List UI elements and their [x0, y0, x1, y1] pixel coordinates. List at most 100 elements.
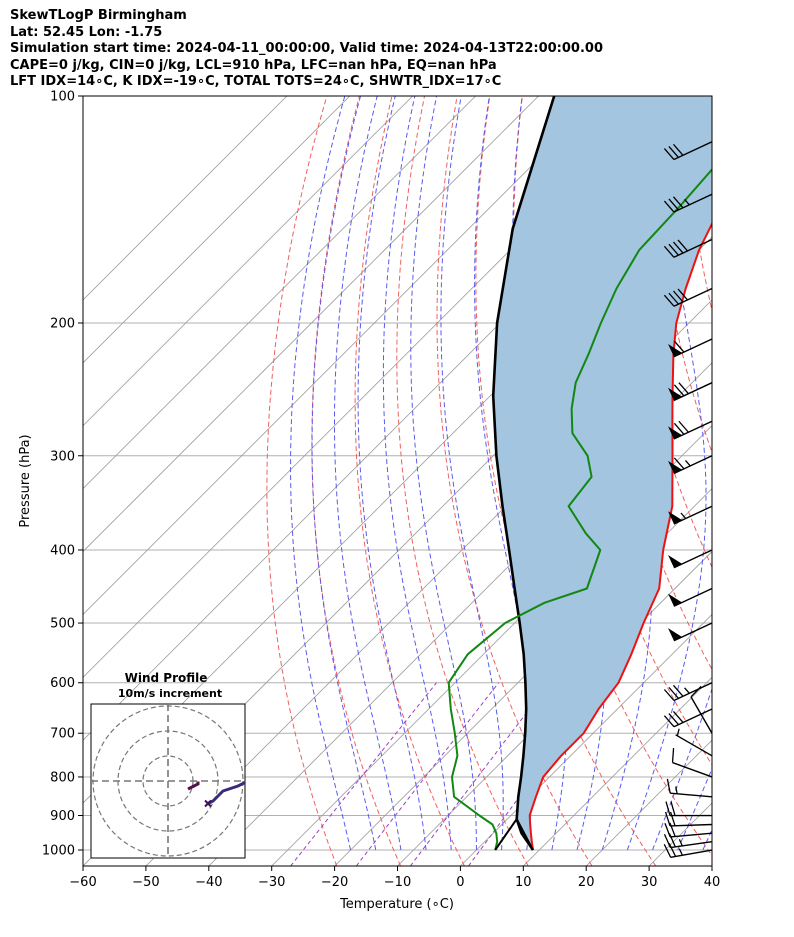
wind-barbs: [663, 141, 713, 859]
barb-flag: [663, 148, 675, 160]
barb-flag: [666, 778, 671, 794]
barb-staff: [673, 238, 713, 258]
barb-flag: [663, 715, 675, 728]
y-axis-label: Pressure (hPa): [18, 434, 33, 527]
barb-pennant: [668, 511, 683, 524]
barb-half-flag: [678, 848, 684, 856]
barb-half-flag: [680, 512, 687, 519]
barb-staff: [673, 549, 713, 569]
barb-flag: [672, 290, 684, 303]
barb-flag: [673, 457, 685, 470]
barb-flag: [665, 801, 671, 816]
moist-adiabat: [626, 96, 707, 851]
barb-flag: [669, 822, 676, 837]
y-tick-label: 500: [50, 617, 75, 632]
barb-pennant: [668, 344, 683, 357]
moist-adiabat: [334, 96, 402, 851]
barb-flag: [673, 340, 685, 353]
barb-flag: [672, 143, 684, 156]
isotherm: [523, 676, 712, 866]
barb-staff: [670, 792, 713, 798]
inset-subtitle: 10m/s increment: [118, 687, 222, 700]
y-tick-label: 300: [50, 449, 75, 464]
temperature-line: [528, 221, 712, 851]
barb-staff: [673, 622, 713, 642]
x-tick-label: −20: [321, 875, 348, 890]
x-tick-label: 20: [578, 875, 595, 890]
barb-flag: [664, 823, 671, 838]
dry-adiabat: [718, 96, 794, 866]
barb-staff: [673, 287, 713, 307]
barb-half-flag: [678, 838, 683, 847]
barb-staff: [673, 708, 713, 728]
profile-lines: [447, 96, 712, 851]
cape-line: CAPE=0 j/kg, CIN=0 j/kg, LCL=910 hPa, LF…: [10, 57, 497, 73]
barb-staff: [673, 193, 713, 213]
isotherm: [83, 96, 413, 427]
dry-adiabat: [266, 96, 338, 866]
barb-staff: [673, 455, 713, 475]
barb-flag: [663, 200, 675, 213]
wind-barb: [663, 708, 713, 728]
x-tick-label: 30: [641, 875, 658, 890]
x-tick-label: −60: [69, 875, 96, 890]
barb-flag: [673, 384, 685, 397]
moist-adiabat: [410, 96, 477, 850]
wind-barb: [666, 778, 713, 798]
parcel-line: [491, 96, 556, 851]
barb-pennant: [668, 426, 683, 440]
wind-barb: [675, 728, 713, 757]
barb-flag: [677, 288, 689, 301]
wind-barb: [668, 505, 713, 525]
barb-flag: [672, 684, 684, 697]
moist-adiabat: [290, 96, 352, 851]
hodograph-marker: [204, 799, 212, 808]
barb-half-flag: [675, 786, 678, 794]
y-tick-label: 600: [50, 676, 75, 691]
barb-staff: [673, 505, 713, 525]
barb-flag: [668, 292, 679, 305]
dry-adiabat: [396, 96, 529, 866]
mixing-ratio-line: [355, 682, 499, 866]
wind-barb: [668, 455, 713, 475]
x-tick-label: 0: [456, 875, 464, 890]
x-tick-label: −50: [132, 875, 159, 890]
barb-flag: [663, 294, 675, 307]
isotherm: [83, 96, 476, 490]
isotherm: [83, 96, 602, 615]
moist-adiabat: [357, 96, 427, 851]
wind-barb: [663, 287, 713, 307]
barb-flag: [663, 834, 672, 848]
wind-barb: [663, 843, 713, 859]
location-line: Lat: 52.45 Lon: -1.75: [10, 24, 163, 40]
barb-staff: [675, 734, 713, 757]
barb-half-flag: [684, 687, 690, 694]
y-tick-label: 400: [50, 543, 75, 558]
barb-staff: [670, 849, 713, 859]
wind-barb: [668, 420, 713, 440]
barb-half-flag: [684, 198, 690, 206]
barb-flag: [669, 811, 676, 826]
x-tick-label: −10: [384, 875, 411, 890]
y-tick-label: 700: [50, 727, 75, 742]
moist-adiabat: [311, 96, 377, 851]
barb-staff: [670, 823, 713, 827]
y-tick-label: 800: [50, 770, 75, 785]
mixing-ratio-line: [409, 682, 550, 866]
barb-flag: [663, 843, 672, 858]
wind-barb: [663, 238, 713, 258]
x-tick-label: 40: [704, 875, 721, 890]
barb-flag: [678, 382, 689, 395]
barb-pennant: [668, 460, 683, 474]
isotherm: [334, 488, 712, 866]
x-tick-label: −40: [195, 875, 222, 890]
y-tick-label: 100: [50, 90, 75, 105]
barb-flag: [670, 801, 676, 816]
x-tick-label: −30: [258, 875, 285, 890]
hodograph-trace: [207, 780, 245, 805]
x-axis-label: Temperature (∘C): [339, 897, 454, 912]
dry-adiabat: [354, 96, 465, 866]
wind-barb: [663, 141, 713, 161]
barb-flag: [677, 239, 689, 252]
